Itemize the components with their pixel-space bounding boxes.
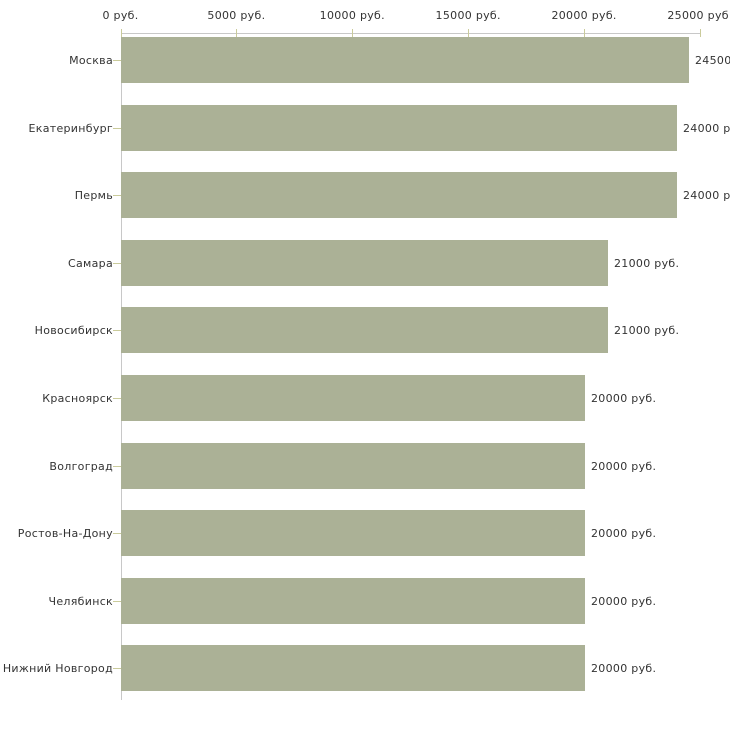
x-tick-label: 5000 руб. xyxy=(207,9,266,22)
bar xyxy=(121,510,585,556)
x-tick-label: 20000 руб. xyxy=(551,9,617,22)
category-label: Самара xyxy=(68,256,113,270)
category-label: Пермь xyxy=(74,188,113,202)
category-label: Новосибирск xyxy=(34,323,113,337)
category-label: Красноярск xyxy=(42,391,113,405)
bar xyxy=(121,645,585,691)
bar-value-label: 20000 руб. xyxy=(591,391,657,405)
bar-value-label: 20000 руб. xyxy=(591,459,657,473)
y-axis-line xyxy=(120,33,122,700)
bar xyxy=(121,37,689,83)
x-tick xyxy=(584,29,586,37)
bar-value-label: 24500 руб. xyxy=(695,53,730,67)
category-label: Москва xyxy=(69,53,113,67)
category-label: Волгоград xyxy=(49,459,113,473)
bar xyxy=(121,105,677,151)
bar-value-label: 24000 руб. xyxy=(683,188,730,202)
category-tick xyxy=(113,601,121,602)
x-tick xyxy=(468,29,470,37)
category-tick xyxy=(113,330,121,331)
bar xyxy=(121,443,585,489)
bar-value-label: 20000 руб. xyxy=(591,594,657,608)
category-tick xyxy=(113,263,121,264)
x-axis-line xyxy=(120,33,700,34)
bar-value-label: 24000 руб. xyxy=(683,121,730,135)
category-label: Ростов-На-Дону xyxy=(17,526,113,540)
x-tick-label: 10000 руб. xyxy=(319,9,385,22)
category-label: Екатеринбург xyxy=(28,121,113,135)
category-tick xyxy=(113,533,121,534)
bar-value-label: 20000 руб. xyxy=(591,661,657,675)
category-tick xyxy=(113,668,121,669)
bar xyxy=(121,172,677,218)
bar xyxy=(121,307,608,353)
x-tick xyxy=(120,29,122,37)
bar-value-label: 21000 руб. xyxy=(614,256,680,270)
x-tick xyxy=(352,29,354,37)
x-tick xyxy=(236,29,238,37)
category-tick xyxy=(113,466,121,467)
bar xyxy=(121,240,608,286)
bar xyxy=(121,578,585,624)
x-tick xyxy=(700,29,701,37)
x-tick-label: 15000 руб. xyxy=(435,9,501,22)
category-tick xyxy=(113,128,121,129)
category-tick xyxy=(113,60,121,61)
bar xyxy=(121,375,585,421)
category-tick xyxy=(113,195,121,196)
bar-value-label: 21000 руб. xyxy=(614,323,680,337)
x-tick-label: 0 руб. xyxy=(102,9,139,22)
category-label: Челябинск xyxy=(48,594,113,608)
x-tick-label: 25000 руб. xyxy=(667,9,730,22)
category-label: Нижний Новгород xyxy=(2,661,113,675)
category-tick xyxy=(113,398,121,399)
bar-value-label: 20000 руб. xyxy=(591,526,657,540)
